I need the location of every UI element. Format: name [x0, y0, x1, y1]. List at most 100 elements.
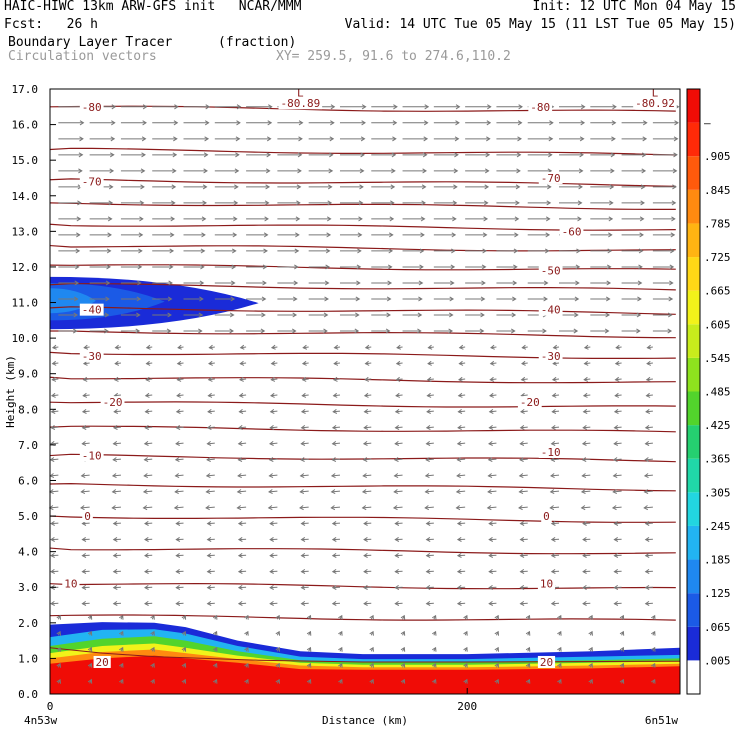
vector-arrow-707: [277, 120, 304, 126]
vector-arrow-234: [486, 505, 497, 511]
vector-arrow-608: [308, 200, 333, 206]
vector-arrow-264: [174, 473, 184, 479]
vector-arrow-605: [214, 200, 239, 206]
vector-arrow-245: [205, 489, 215, 495]
vector-arrow-670: [371, 152, 397, 158]
vector-arrow-365: [207, 392, 215, 398]
vector-arrow-323: [144, 425, 153, 430]
vector-arrow-588: [308, 216, 332, 222]
vector-arrow-252: [424, 489, 434, 495]
vector-arrow-85: [212, 614, 218, 620]
vector-arrow-90: [369, 614, 374, 620]
vector-arrow-125: [206, 584, 215, 590]
vector-arrow-597: [590, 216, 614, 222]
vector-arrow-648: [308, 168, 334, 174]
vector-arrow-57: [588, 646, 593, 652]
vector-arrow-469: [339, 312, 360, 318]
vector-arrow-209: [331, 520, 340, 526]
vector-arrow-481: [89, 296, 110, 302]
vector-arrow-4: [181, 678, 187, 684]
vector-arrow-266: [237, 473, 247, 479]
vector-arrow-311: [394, 441, 403, 446]
vector-arrow-635: [527, 184, 552, 190]
vector-arrow-190: [363, 536, 372, 542]
vector-arrow-89: [338, 614, 343, 620]
vector-arrow-545: [214, 248, 237, 254]
vector-arrow-659: [652, 168, 678, 174]
vector-arrow-584: [183, 216, 207, 222]
vector-arrow-609: [339, 200, 364, 206]
vector-arrow-185: [206, 536, 215, 542]
vector-arrow-403: [145, 360, 153, 366]
vector-arrow-662: [120, 152, 146, 158]
isotherm-line-18: [49, 582, 676, 590]
plot-frame: [49, 88, 681, 695]
vector-arrow-130: [363, 584, 372, 590]
vector-arrow-82: [119, 614, 124, 620]
vector-arrow-184: [175, 536, 184, 542]
vector-arrow-493: [465, 296, 486, 302]
vector-arrow-351: [394, 409, 403, 414]
isotherm-line-2: [49, 178, 676, 187]
vector-arrow-37: [588, 662, 593, 668]
vector-arrow-423: [145, 344, 153, 350]
vector-arrow-718: [621, 120, 648, 126]
y-tick-label-7: 7.0: [18, 439, 38, 452]
vector-arrow-483: [152, 296, 173, 302]
vector-arrow-438: [615, 344, 622, 350]
vector-arrow-13: [463, 678, 468, 684]
vector-arrow-453: [465, 328, 485, 334]
vector-arrow-527: [277, 264, 299, 270]
y-tick-label-13: 13.0: [12, 225, 39, 238]
vector-arrow-503: [152, 280, 173, 286]
vector-arrow-114: [488, 600, 497, 606]
vector-arrow-273: [456, 473, 466, 479]
vector-arrow-631: [402, 184, 427, 190]
vector-arrow-573: [465, 232, 488, 238]
vector-arrow-170: [363, 552, 372, 558]
vector-arrow-628: [308, 184, 333, 190]
vector-arrow-330: [363, 425, 372, 430]
vector-arrow-460: [58, 312, 79, 318]
vector-arrow-354: [488, 409, 497, 414]
vector-arrow-397: [583, 376, 591, 382]
vector-arrow-110: [363, 600, 372, 606]
isotherm-label-bg-1: [278, 97, 323, 110]
vector-arrow-595: [527, 216, 551, 222]
vector-arrow-498: [621, 296, 642, 302]
vector-arrow-298: [612, 457, 622, 463]
x-end-label-right: 6n51w: [645, 714, 678, 727]
vector-arrow-236: [549, 505, 560, 511]
isotherm-label-4: -70: [82, 176, 102, 189]
vector-arrow-69: [338, 630, 343, 636]
vector-arrow-163: [144, 552, 153, 558]
vector-arrow-715: [527, 120, 554, 126]
vector-arrow-499: [652, 296, 674, 302]
vector-arrow-492: [433, 296, 455, 302]
init-time: Init: 12 UTC Mon 04 May 15: [532, 0, 737, 14]
vector-arrow-647: [277, 168, 302, 174]
vector-arrow-341: [81, 409, 90, 414]
vector-arrow-150: [363, 568, 372, 574]
vector-arrow-565: [214, 232, 238, 238]
colorbar-swatch-2: [687, 593, 700, 627]
vector-arrow-272: [424, 473, 434, 479]
vector-arrow-358: [613, 409, 622, 414]
vector-arrow-561: [89, 232, 112, 238]
vector-arrow-84: [181, 614, 187, 620]
isotherm-label-6: -60: [562, 225, 582, 238]
isotherm-label-14: -10: [82, 450, 102, 463]
vector-arrow-667: [277, 152, 303, 158]
colorbar-swatch-12: [687, 257, 700, 291]
vector-arrow-213: [456, 520, 466, 526]
vector-arrow-428: [302, 344, 309, 350]
vector-arrow-542: [120, 248, 143, 254]
vector-arrow-612: [433, 200, 458, 206]
vector-arrow-729: [339, 104, 367, 110]
plot-area: [50, 89, 680, 694]
vector-arrow-517: [590, 280, 612, 286]
vector-arrow-34: [494, 662, 499, 668]
vector-arrow-253: [455, 489, 466, 495]
vector-arrow-64: [181, 630, 187, 636]
vector-arrow-736: [559, 104, 586, 110]
